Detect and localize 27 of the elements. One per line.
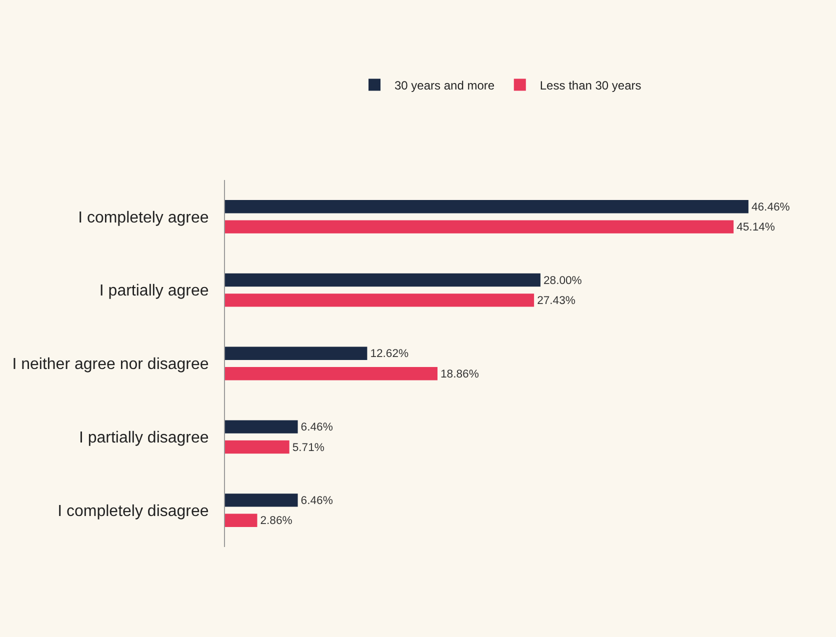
data-label: 6.46%: [300, 422, 333, 434]
bar: [225, 200, 748, 214]
data-label: 28.00%: [543, 274, 582, 287]
bar: [225, 514, 258, 527]
legend-label: 30 years and more: [394, 78, 495, 92]
y-tick-label: I completely disagree: [58, 502, 209, 520]
data-label: 6.46%: [300, 494, 333, 507]
data-label: 45.14%: [736, 222, 775, 234]
bar: [225, 494, 298, 507]
y-tick-label: I completely agree: [78, 209, 209, 226]
bar: [225, 346, 368, 360]
bar: [225, 220, 734, 234]
bar: [225, 440, 290, 454]
bar: [225, 294, 534, 307]
y-tick-label: I neither agree nor disagree: [12, 356, 209, 374]
y-tick-label: I partially agree: [99, 282, 209, 300]
data-label: 2.86%: [260, 515, 292, 528]
data-label: 27.43%: [537, 294, 576, 307]
y-tick-label: I partially disagree: [78, 430, 209, 446]
data-label: 5.71%: [292, 442, 324, 454]
data-label: 12.62%: [370, 348, 409, 360]
data-label: 18.86%: [440, 368, 479, 380]
bar: [225, 273, 540, 287]
data-label: 46.46%: [751, 201, 790, 214]
bar: [225, 366, 438, 380]
legend-label: Less than 30 years: [540, 78, 642, 92]
bar: [225, 420, 298, 434]
